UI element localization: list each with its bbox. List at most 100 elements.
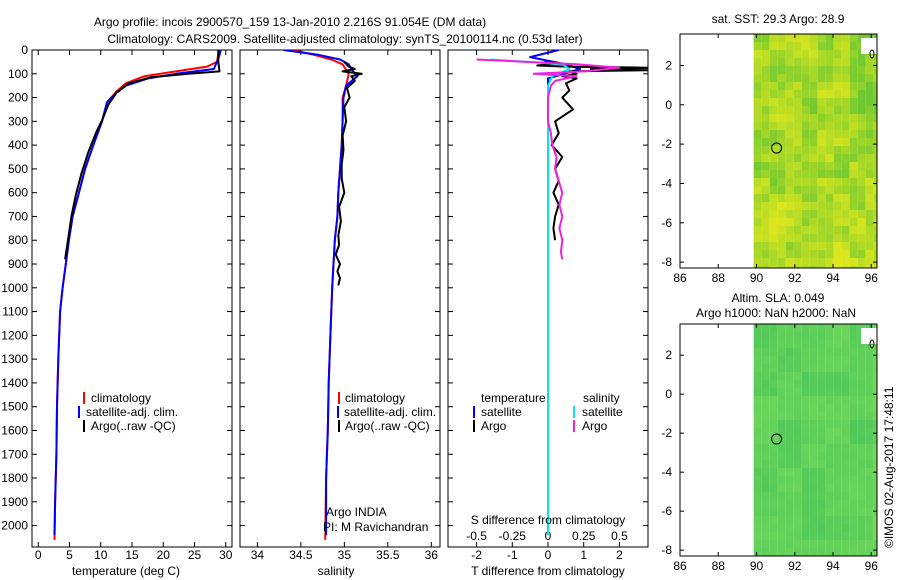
map-cell <box>849 476 858 484</box>
map-cell <box>801 266 810 268</box>
map-cell <box>769 436 778 444</box>
map-cell <box>761 50 770 58</box>
map-cell <box>809 66 818 74</box>
map-cell <box>825 484 834 492</box>
map-cell <box>825 452 834 460</box>
lon-tick-label: 90 <box>750 271 764 285</box>
map-cell <box>761 234 770 242</box>
map-cell <box>841 178 850 186</box>
map-cell <box>753 98 762 106</box>
map-cell <box>849 404 858 412</box>
map-cell <box>857 444 866 452</box>
map-cell <box>793 428 802 436</box>
lat-tick-label: -6 <box>661 216 672 230</box>
map-cell <box>825 50 834 58</box>
map-cell <box>801 412 810 420</box>
map-cell <box>833 412 842 420</box>
map-cell <box>849 412 858 420</box>
lat-tick-label: -4 <box>661 176 672 190</box>
map-cell <box>857 170 866 178</box>
map-cell <box>769 130 778 138</box>
map-cell <box>809 468 818 476</box>
map-cell <box>761 348 770 356</box>
map-cell <box>753 524 762 532</box>
legend-label-climatology: climatology <box>345 391 405 405</box>
map-cell <box>793 186 802 194</box>
map-cell <box>833 154 842 162</box>
map-cell <box>761 460 770 468</box>
map-cell <box>761 540 770 548</box>
map-cell <box>785 444 794 452</box>
map-cell <box>753 194 762 202</box>
map-cell <box>865 396 874 404</box>
map-cell <box>849 548 858 556</box>
map-cell <box>769 500 778 508</box>
map-cell <box>753 460 762 468</box>
map-cell <box>801 242 810 250</box>
x-tick-label: 10 <box>94 548 108 562</box>
map-cell <box>873 412 877 420</box>
map-cell <box>833 356 842 364</box>
map-cell <box>801 98 810 106</box>
map-cell <box>801 122 810 130</box>
map-cell <box>817 242 826 250</box>
map-cell <box>777 380 786 388</box>
map-cell <box>769 90 778 98</box>
map-cell <box>865 234 874 242</box>
map-cell <box>777 90 786 98</box>
map-cell <box>753 146 762 154</box>
map-cell <box>785 218 794 226</box>
map-cell <box>865 170 874 178</box>
map-cell <box>777 154 786 162</box>
map-cell <box>809 146 818 154</box>
difference-ticks: -2 -1 0 1 2 -0.5 -0.25 0 0.25 0.5 <box>448 49 648 562</box>
map-cell <box>809 420 818 428</box>
map-cell <box>777 356 786 364</box>
map-cell <box>793 266 802 268</box>
map-cell <box>825 82 834 90</box>
map-cell <box>833 532 842 540</box>
map-cell <box>817 202 826 210</box>
map-cell <box>809 106 818 114</box>
map-cell <box>793 404 802 412</box>
map-cell <box>873 396 877 404</box>
map-cell <box>865 178 874 186</box>
map-cell <box>865 250 874 258</box>
map-cell <box>817 508 826 516</box>
map-cell <box>793 194 802 202</box>
map-cell <box>785 436 794 444</box>
map-cell <box>801 356 810 364</box>
map-cell <box>849 34 858 42</box>
map-cell <box>873 122 877 130</box>
map-cell <box>753 138 762 146</box>
map-cell <box>865 66 874 74</box>
map-cell <box>873 226 877 234</box>
map-cell <box>761 194 770 202</box>
map-cell <box>801 324 810 332</box>
map-cell <box>865 380 874 388</box>
map-cell <box>841 412 850 420</box>
map-cell <box>841 90 850 98</box>
temperature-plot-frame <box>31 49 233 548</box>
map-cell <box>849 98 858 106</box>
map-cell <box>769 340 778 348</box>
map-cell <box>769 106 778 114</box>
map-cell <box>825 154 834 162</box>
map-cell <box>865 74 874 82</box>
map-cell <box>769 210 778 218</box>
map-cell <box>849 484 858 492</box>
map-cell <box>857 524 866 532</box>
map-cell <box>793 356 802 364</box>
map-cell <box>809 170 818 178</box>
map-cell <box>801 508 810 516</box>
map-cell <box>833 452 842 460</box>
map-cell <box>753 42 762 50</box>
map-cell <box>833 540 842 548</box>
map-cell <box>785 130 794 138</box>
map-cell <box>777 396 786 404</box>
salinity-series <box>283 50 363 540</box>
map-cell <box>785 234 794 242</box>
map-cell <box>825 234 834 242</box>
lat-tick-label: 2 <box>665 348 672 362</box>
map-cell <box>801 50 810 58</box>
